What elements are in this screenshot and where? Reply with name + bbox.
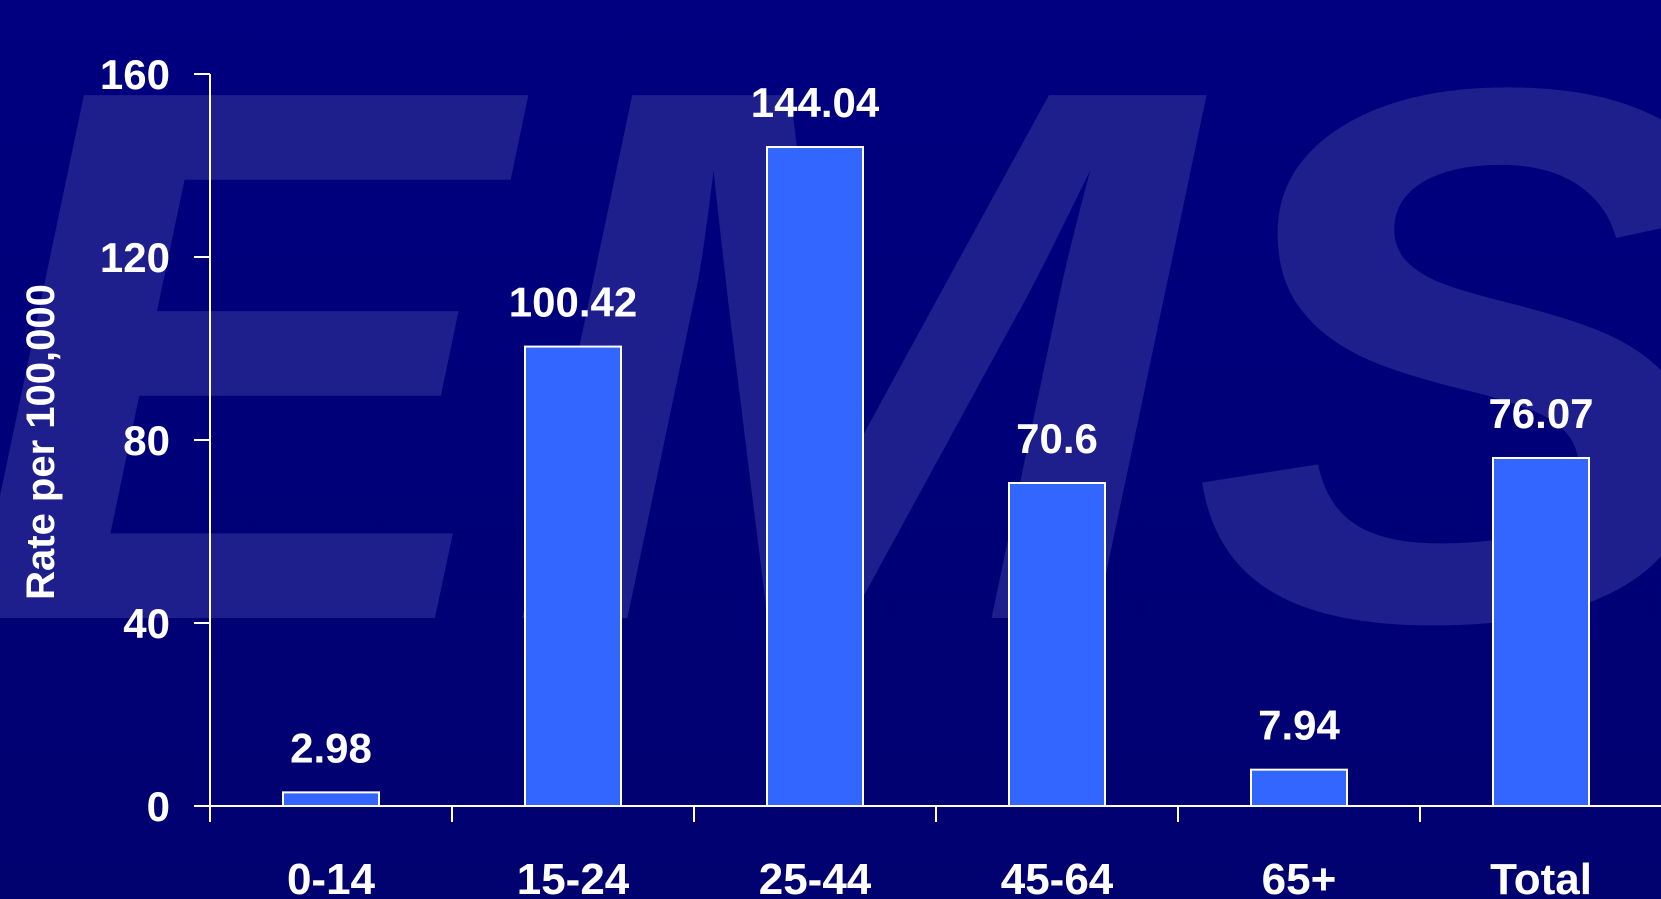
- x-category-label: Total: [1490, 855, 1592, 899]
- x-category-label: 25-44: [759, 855, 872, 899]
- bar-45-64: [1008, 482, 1106, 807]
- x-category-label: 15-24: [517, 855, 630, 899]
- bar-65+: [1250, 768, 1348, 807]
- y-axis-title: Rate per 100,000: [19, 284, 63, 600]
- data-label: 7.94: [1258, 702, 1340, 749]
- y-tick-label: 80: [123, 417, 170, 464]
- data-label: 2.98: [290, 724, 372, 771]
- bar-15-24: [524, 345, 622, 807]
- data-label: 76.07: [1488, 390, 1593, 437]
- y-tick-label: 160: [100, 51, 170, 98]
- x-category-label: 45-64: [1001, 855, 1114, 899]
- y-tick-label: 40: [123, 600, 170, 647]
- data-label: 70.6: [1016, 415, 1098, 462]
- x-category-label: 65+: [1262, 855, 1337, 899]
- y-tick-label: 0: [147, 783, 170, 830]
- data-label: 144.04: [751, 79, 880, 126]
- bar-25-44: [766, 146, 864, 807]
- y-tick-label: 120: [100, 234, 170, 281]
- x-category-label: 0-14: [287, 855, 376, 899]
- data-label: 100.42: [509, 279, 637, 326]
- bar-Total: [1492, 456, 1590, 807]
- bar-0-14: [282, 791, 380, 808]
